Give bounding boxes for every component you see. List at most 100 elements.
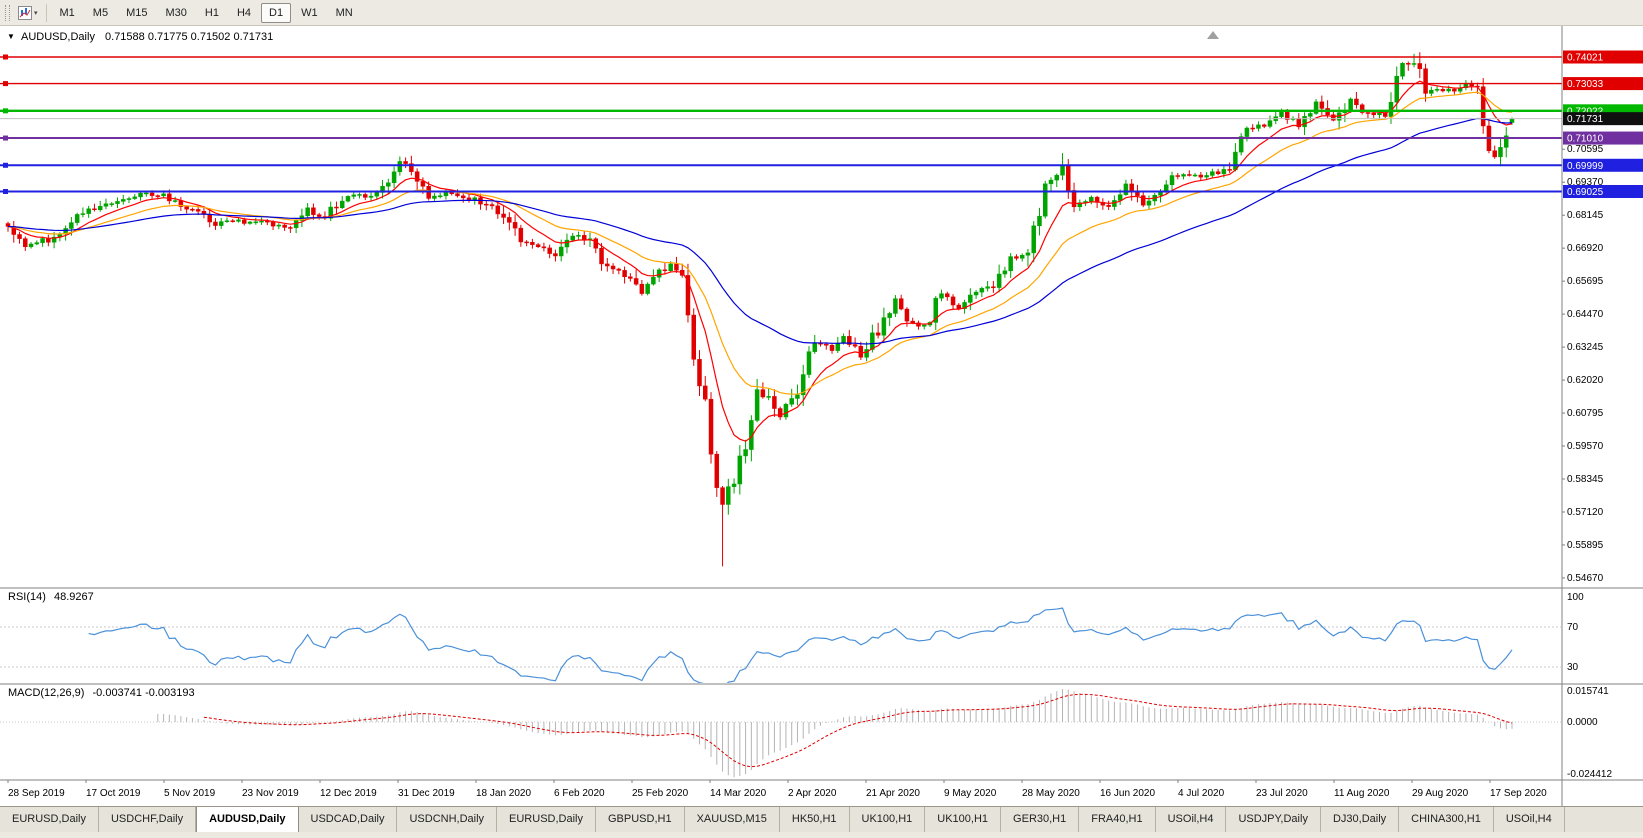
chart-tab-dj30-daily[interactable]: DJ30,Daily xyxy=(1321,807,1400,832)
rsi-label: RSI(14) 48.9267 xyxy=(8,591,94,603)
macd-axis-label: 0.0000 xyxy=(1567,717,1598,728)
price-tick-label: 0.64470 xyxy=(1567,309,1604,320)
ma-9-line xyxy=(7,80,1513,442)
price-badge xyxy=(1563,158,1643,172)
date-label: 11 Aug 2020 xyxy=(1334,788,1390,799)
date-label: 28 Sep 2019 xyxy=(8,788,65,799)
rsi-axis-label: 70 xyxy=(1567,622,1579,633)
price-tick-label: 0.62020 xyxy=(1567,375,1604,386)
timeframe-h4-button[interactable]: H4 xyxy=(236,6,252,19)
price-badge xyxy=(1563,112,1643,126)
price-badge xyxy=(1563,184,1643,198)
chart-tab-usdcnh-daily[interactable]: USDCNH,Daily xyxy=(397,807,498,832)
timeframe-w1-button[interactable]: W1 xyxy=(301,6,318,19)
line-handle[interactable] xyxy=(3,188,8,194)
moving-averages xyxy=(7,80,1513,442)
macd-axis-label: 0.015741 xyxy=(1567,686,1609,697)
price-tick-label: 0.65695 xyxy=(1567,276,1604,287)
candlestick-chart-icon xyxy=(18,5,32,20)
chart-tab-usoil-h4[interactable]: USOil,H4 xyxy=(1494,807,1565,832)
price-tick-label: 0.55895 xyxy=(1567,540,1604,551)
ma-50-line xyxy=(7,117,1513,345)
macd-histogram xyxy=(157,689,1513,778)
price-tick-label: 0.59570 xyxy=(1567,441,1604,452)
symbol-period-label: AUDUSD,Daily xyxy=(20,31,95,43)
chart-tab-fra40-h1[interactable]: FRA40,H1 xyxy=(1079,807,1156,832)
macd-label: MACD(12,26,9) -0.003741 -0.003193 xyxy=(8,687,195,699)
price-tick-label: 0.63245 xyxy=(1567,342,1604,353)
rsi-line xyxy=(88,607,1513,683)
price-badge-label: 0.71731 xyxy=(1567,114,1604,125)
chart-tab-usdjpy-daily[interactable]: USDJPY,Daily xyxy=(1226,807,1321,832)
line-handle[interactable] xyxy=(3,108,8,114)
timeframe-h1-button[interactable]: H1 xyxy=(204,6,219,19)
chart-tab-ger30-h1[interactable]: GER30,H1 xyxy=(1001,807,1080,832)
timeframe-d1-button[interactable]: D1 xyxy=(261,2,292,23)
rsi-axis-label: 30 xyxy=(1567,662,1579,673)
chart-tab-audusd-daily[interactable]: AUDUSD,Daily xyxy=(196,807,299,832)
date-label: 16 Jun 2020 xyxy=(1100,788,1155,799)
timeframe-m15-button[interactable]: M15 xyxy=(126,6,148,19)
chart-tab-eurusd-daily[interactable]: EURUSD,Daily xyxy=(0,807,99,832)
price-badge xyxy=(1563,77,1643,91)
rsi-axis-label: 100 xyxy=(1567,592,1584,603)
chart-tab-xauusd-m15[interactable]: XAUUSD,M15 xyxy=(685,807,780,832)
chart-shift-marker[interactable] xyxy=(1207,31,1219,39)
chart-tabs-bar: EURUSD,Daily USDCHF,Daily AUDUSD,Daily USDC… xyxy=(0,806,1643,832)
timeframe-m5-button[interactable]: M5 xyxy=(92,6,109,19)
date-label: 21 Apr 2020 xyxy=(866,788,920,799)
line-handle[interactable] xyxy=(3,54,8,60)
timeframe-buttons: M1 M5 M15 M30 H1 H4 D1 W1 MN xyxy=(52,2,361,23)
price-axis[interactable]: 0.70595 0.69370 0.68145 0.66920 0.65695 0.644… xyxy=(1561,26,1643,806)
macd-axis-label: -0.024412 xyxy=(1567,769,1612,780)
macd-name: MACD(12,26,9) xyxy=(8,687,85,699)
price-badge-label: 0.72022 xyxy=(1567,106,1604,117)
chart-tab-usoil-h4[interactable]: USOil,H4 xyxy=(1156,807,1227,832)
date-label: 9 May 2020 xyxy=(944,788,997,799)
date-label: 2 Apr 2020 xyxy=(788,788,837,799)
price-badge-label: 0.69025 xyxy=(1567,187,1604,198)
timeframe-mn-button[interactable]: MN xyxy=(335,6,353,19)
price-tick-label: 0.69370 xyxy=(1567,177,1604,188)
date-label: 17 Oct 2019 xyxy=(86,788,141,799)
chart-tab-gbpusd-h1[interactable]: GBPUSD,H1 xyxy=(596,807,685,832)
chart-title: ▼ AUDUSD,Daily 0.71588 0.71775 0.71502 0… xyxy=(7,31,273,43)
price-badge-label: 0.73033 xyxy=(1567,79,1604,90)
date-label: 14 Mar 2020 xyxy=(710,788,767,799)
line-handle[interactable] xyxy=(3,162,8,168)
date-label: 23 Jul 2020 xyxy=(1256,788,1308,799)
price-badge xyxy=(1563,50,1643,64)
price-badge-label: 0.69999 xyxy=(1567,161,1604,172)
price-badge xyxy=(1563,131,1643,145)
date-label: 29 Aug 2020 xyxy=(1412,788,1469,799)
line-handle[interactable] xyxy=(3,135,8,141)
price-tick-label: 0.66920 xyxy=(1567,243,1604,254)
time-axis[interactable]: 28 Sep 2019 17 Oct 2019 5 Nov 2019 23 Nov 2… xyxy=(7,780,1547,799)
chart-tab-hk50-h1[interactable]: HK50,H1 xyxy=(780,807,850,832)
price-badge-label: 0.71010 xyxy=(1567,134,1604,145)
chart-tab-uk100-h1[interactable]: UK100,H1 xyxy=(850,807,926,832)
rsi-value: 48.9267 xyxy=(53,591,94,603)
timeframe-toolbar: ▾ M1 M5 M15 M30 H1 H4 D1 W1 MN xyxy=(0,0,1643,26)
price-tick-label: 0.70595 xyxy=(1567,144,1604,155)
price-badge-label: 0.74021 xyxy=(1567,53,1604,64)
toolbar-grip[interactable] xyxy=(5,4,10,21)
chart-tab-eurusd-daily[interactable]: EURUSD,Daily xyxy=(497,807,596,832)
macd-signal-line xyxy=(203,693,1513,768)
chart-type-button[interactable]: ▾ xyxy=(15,3,41,23)
timeframe-m30-button[interactable]: M30 xyxy=(165,6,187,19)
chart-tab-usdchf-daily[interactable]: USDCHF,Daily xyxy=(99,807,197,832)
chart-tab-uk100-h1[interactable]: UK100,H1 xyxy=(925,807,1002,832)
price-tick-label: 0.54670 xyxy=(1567,573,1604,584)
chart-tab-china300-h1[interactable]: CHINA300,H1 xyxy=(1399,807,1494,832)
timeframe-m1-button[interactable]: M1 xyxy=(59,6,75,19)
price-tick-label: 0.60795 xyxy=(1567,408,1604,419)
date-label: 28 May 2020 xyxy=(1022,788,1080,799)
line-handle[interactable] xyxy=(3,81,8,87)
chart-tab-usdcad-daily[interactable]: USDCAD,Daily xyxy=(299,807,398,832)
date-label: 12 Dec 2019 xyxy=(320,788,377,799)
date-label: 23 Nov 2019 xyxy=(242,788,299,799)
date-label: 17 Sep 2020 xyxy=(1490,788,1547,799)
price-tick-label: 0.58345 xyxy=(1567,474,1604,485)
symbol-menu-icon[interactable]: ▼ xyxy=(7,32,15,41)
